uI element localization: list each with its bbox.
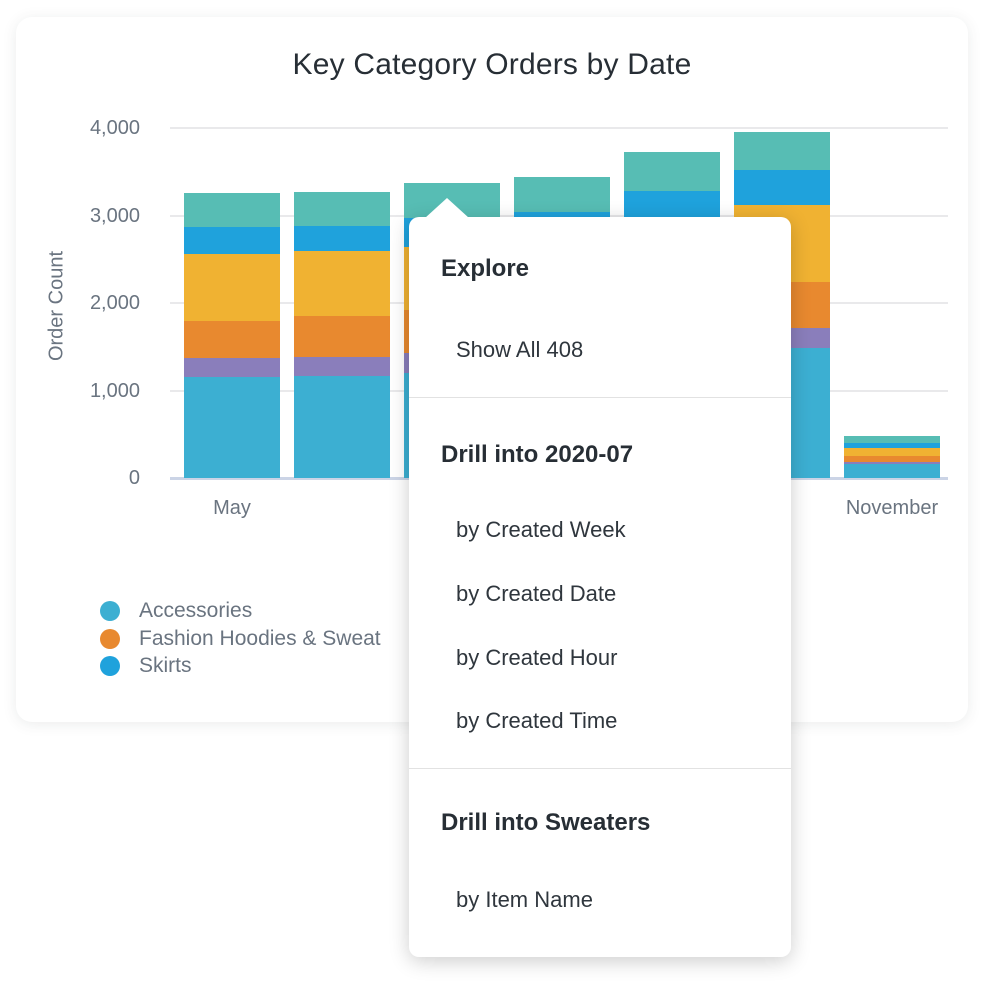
legend-swatch-icon: [100, 656, 120, 676]
legend-swatch-icon: [100, 629, 120, 649]
bar-segment[interactable]: [514, 177, 610, 212]
drill-menu: Explore Show All 408 Drill into 2020-07 by …: [409, 198, 791, 957]
x-tick-label: May: [213, 497, 251, 519]
bar-segment[interactable]: [844, 443, 940, 448]
menu-item[interactable]: Show All 408: [456, 337, 584, 362]
bar-segment[interactable]: [294, 376, 390, 478]
menu-item[interactable]: by Created Date: [456, 581, 617, 606]
bar-segment[interactable]: [844, 455, 940, 463]
y-tick-label: 4,000: [89, 117, 140, 139]
menu-item[interactable]: by Created Hour: [456, 645, 618, 670]
y-tick-label: 3,000: [89, 204, 140, 227]
chart-title: Key Category Orders by Date: [292, 48, 692, 81]
y-tick-label: 2,000: [89, 292, 140, 314]
bar-segment[interactable]: [294, 250, 390, 317]
bar-segment[interactable]: [624, 151, 720, 191]
bar-segment[interactable]: [184, 321, 280, 359]
menu-divider: [409, 768, 791, 769]
y-tick-label: 0: [128, 467, 140, 489]
bar-segment[interactable]: [844, 447, 940, 456]
menu-item[interactable]: by Created Week: [456, 517, 626, 542]
y-tick-label: 1,000: [89, 379, 140, 402]
legend-item-label: Fashion Hoodies & Sweat: [139, 627, 381, 650]
legend-item[interactable]: Skirts: [100, 653, 192, 679]
bar-segment[interactable]: [184, 192, 280, 227]
bar-segment[interactable]: [734, 170, 830, 206]
menu-caret-icon: [425, 198, 469, 218]
bar-segment[interactable]: [294, 357, 390, 377]
bar-segment[interactable]: [184, 377, 280, 478]
x-tick-label: November: [845, 497, 939, 519]
bar-segment[interactable]: [734, 131, 830, 171]
bar-segment[interactable]: [294, 191, 390, 226]
bar-segment[interactable]: [294, 316, 390, 358]
bar-segment[interactable]: [844, 436, 940, 443]
menu-section-header: Drill into 2020-07: [441, 441, 634, 468]
legend-item[interactable]: Fashion Hoodies & Sweat: [100, 626, 381, 652]
bar-segment[interactable]: [184, 358, 280, 378]
bar-segment[interactable]: [844, 462, 940, 465]
menu-item[interactable]: by Created Time: [456, 708, 618, 733]
legend-swatch-icon: [100, 601, 120, 621]
bar-segment[interactable]: [844, 464, 940, 478]
menu-section-header: Explore: [441, 255, 530, 282]
legend-item-label: Skirts: [139, 654, 192, 677]
legend-item-label: Accessories: [139, 599, 253, 622]
gridline: [170, 127, 948, 129]
bar-segment[interactable]: [184, 254, 280, 322]
bar-segment[interactable]: [184, 226, 280, 254]
menu-item[interactable]: by Item Name: [456, 887, 593, 912]
legend-item[interactable]: Accessories: [100, 598, 252, 624]
menu-section-header: Drill into Sweaters: [441, 809, 651, 836]
menu-divider: [409, 397, 791, 398]
bar-segment[interactable]: [294, 226, 390, 251]
